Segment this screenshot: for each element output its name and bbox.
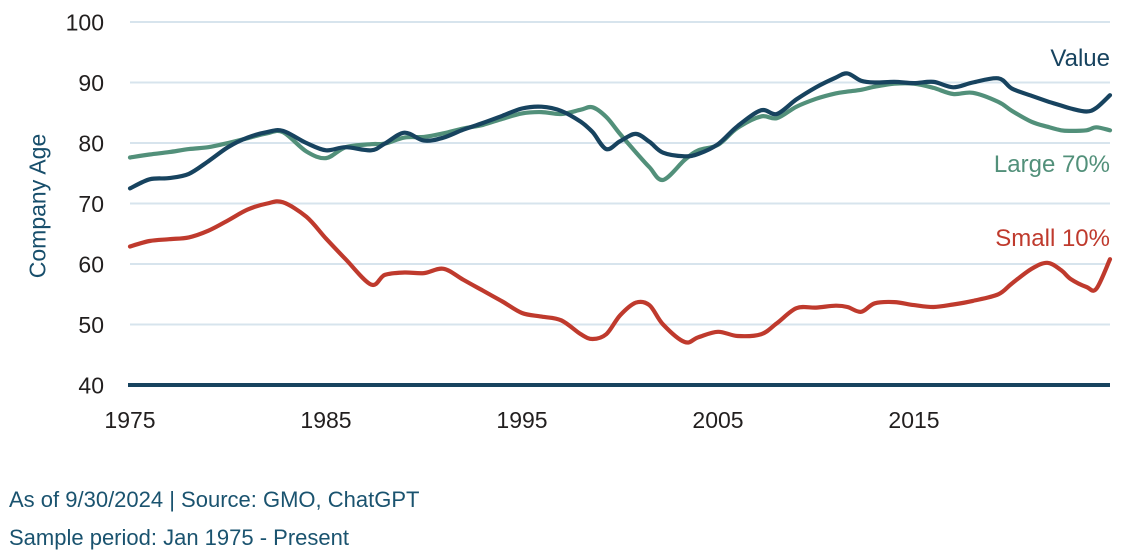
series-line-small-10 <box>127 199 1113 345</box>
x-tick-label-1995: 1995 <box>496 407 547 433</box>
series-label-large-70: Large 70% <box>994 151 1110 178</box>
x-tick-label-1985: 1985 <box>300 407 351 433</box>
footer-source-line: As of 9/30/2024 | Source: GMO, ChatGPT <box>9 487 420 512</box>
series-label-small-10: Small 10% <box>995 225 1110 252</box>
series-line-value <box>127 71 1113 191</box>
y-axis-title: Company Age <box>24 133 51 279</box>
series-label-value: Value <box>1050 45 1110 72</box>
y-tick-label-90: 90 <box>78 70 104 96</box>
x-tick-label-2005: 2005 <box>692 407 743 433</box>
y-tick-label-80: 80 <box>78 131 104 157</box>
y-tick-label-50: 50 <box>78 312 104 338</box>
x-tick-label-1975: 1975 <box>104 407 155 433</box>
series-line-large-70 <box>127 81 1113 183</box>
y-tick-label-60: 60 <box>78 252 104 278</box>
footer-sample-period-line: Sample period: Jan 1975 - Present <box>9 525 349 550</box>
chart-footer: As of 9/30/2024 | Source: GMO, ChatGPT S… <box>9 481 419 557</box>
y-tick-label-40: 40 <box>78 373 104 399</box>
chart-svg: 40 50 60 70 80 90 100 1975 1985 1995 2005 2015 Value… <box>66 10 1113 433</box>
y-tick-label-100: 100 <box>66 10 104 36</box>
x-tick-label-2015: 2015 <box>888 407 939 433</box>
y-tick-label-70: 70 <box>78 191 104 217</box>
